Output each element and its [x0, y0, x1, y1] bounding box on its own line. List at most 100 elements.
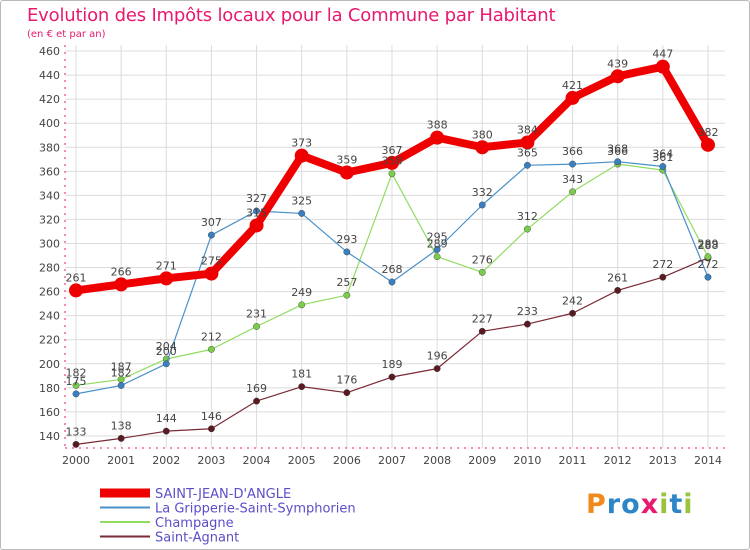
- data-label: 343: [562, 173, 583, 186]
- x-tick-label: 2014: [694, 454, 722, 467]
- y-tick-label: 320: [39, 213, 60, 226]
- x-tick-label: 2009: [468, 454, 496, 467]
- data-point: [700, 137, 715, 152]
- data-point: [614, 287, 622, 294]
- legend-label: SAINT-JEAN-D'ANGLE: [155, 487, 291, 502]
- data-point: [704, 273, 712, 281]
- x-tick-label: 2005: [288, 454, 316, 467]
- data-label: 169: [246, 382, 267, 395]
- data-label: 233: [517, 305, 538, 318]
- data-label: 182: [66, 366, 87, 379]
- data-label: 189: [381, 358, 402, 371]
- data-point: [388, 278, 396, 286]
- data-label: 276: [472, 253, 493, 266]
- data-point: [114, 277, 129, 292]
- y-tick-label: 300: [39, 237, 60, 250]
- y-tick-label: 160: [39, 406, 60, 419]
- data-label: 439: [607, 57, 628, 70]
- data-point: [208, 425, 215, 433]
- data-label: 175: [66, 375, 87, 388]
- data-label: 176: [336, 374, 357, 387]
- data-label: 257: [336, 276, 357, 289]
- data-label: 249: [291, 286, 312, 299]
- data-label: 212: [201, 330, 222, 343]
- data-point: [655, 59, 670, 74]
- data-point: [204, 266, 219, 281]
- data-point: [253, 323, 260, 330]
- data-label: 288: [697, 239, 718, 252]
- x-tick-label: 2001: [107, 454, 135, 467]
- data-label: 182: [111, 366, 132, 379]
- data-point: [253, 397, 260, 405]
- data-point: [72, 440, 80, 448]
- data-label: 289: [427, 238, 448, 251]
- grid-lines: [65, 45, 725, 448]
- y-tick-label: 240: [39, 310, 60, 323]
- data-label: 365: [517, 146, 538, 159]
- data-point: [72, 382, 80, 389]
- axes: 140 160 180 200 220 240 260 280 300 320 340 360 380 4…: [39, 45, 725, 467]
- data-point: [430, 130, 445, 145]
- data-label: 373: [291, 137, 312, 150]
- data-label: 138: [111, 419, 132, 432]
- data-label: 361: [652, 151, 673, 164]
- data-point: [253, 207, 260, 215]
- data-label: 447: [652, 48, 673, 61]
- y-tick-label: 140: [39, 430, 60, 443]
- data-label: 327: [246, 192, 267, 205]
- data-label: 382: [697, 126, 718, 139]
- data-label: 144: [156, 412, 177, 425]
- data-label: 364: [652, 148, 673, 161]
- data-label: 272: [697, 258, 718, 271]
- data-label: 380: [472, 128, 493, 141]
- x-tick-label: 2012: [604, 454, 632, 467]
- data-point: [162, 427, 170, 435]
- data-point: [569, 160, 576, 168]
- data-point: [569, 309, 576, 317]
- y-tick-label: 400: [39, 117, 60, 130]
- data-label: 268: [381, 263, 402, 276]
- y-tick-label: 420: [39, 93, 60, 106]
- data-label: 272: [652, 258, 673, 271]
- data-label: 200: [156, 345, 177, 358]
- data-label: 368: [607, 143, 628, 156]
- data-point: [704, 253, 712, 261]
- data-point: [117, 434, 125, 442]
- x-tick-label: 2006: [333, 454, 361, 467]
- data-label: 231: [246, 307, 267, 320]
- y-tick-label: 180: [39, 382, 60, 395]
- data-point: [520, 135, 535, 150]
- data-label: 366: [607, 145, 628, 158]
- data-point: [388, 170, 396, 178]
- x-tick-label: 2002: [152, 454, 180, 467]
- proxiti-logo: Proxiti: [586, 489, 694, 520]
- data-point: [524, 161, 531, 169]
- data-label: 204: [156, 340, 177, 353]
- data-label: 358: [381, 155, 402, 168]
- legend-label: Saint-Agnant: [155, 531, 239, 546]
- data-label: 266: [111, 265, 132, 278]
- x-tick-label: 2007: [378, 454, 406, 467]
- data-label: 181: [291, 368, 312, 381]
- data-label: 315: [246, 206, 267, 219]
- data-point: [478, 268, 486, 276]
- data-label: 146: [201, 410, 222, 423]
- data-label: 332: [472, 186, 493, 199]
- x-tick-label: 2008: [423, 454, 451, 467]
- data-label: 312: [517, 210, 538, 223]
- data-label: 295: [427, 231, 448, 244]
- legend-label: La Gripperie-Saint-Symphorien: [155, 502, 356, 517]
- y-tick-label: 340: [39, 189, 60, 202]
- data-point: [524, 225, 531, 233]
- x-tick-label: 2000: [62, 454, 90, 467]
- data-point: [298, 301, 306, 309]
- data-point: [72, 390, 80, 398]
- data-label: 421: [562, 79, 583, 92]
- x-tick-label: 2011: [559, 454, 587, 467]
- data-point: [565, 90, 580, 105]
- data-labels: 133 138 144 146 169 181 176 189 196 227 233 242 261 2…: [66, 48, 719, 439]
- data-point: [475, 140, 490, 155]
- data-label: 261: [66, 271, 87, 284]
- data-label: 325: [291, 194, 312, 207]
